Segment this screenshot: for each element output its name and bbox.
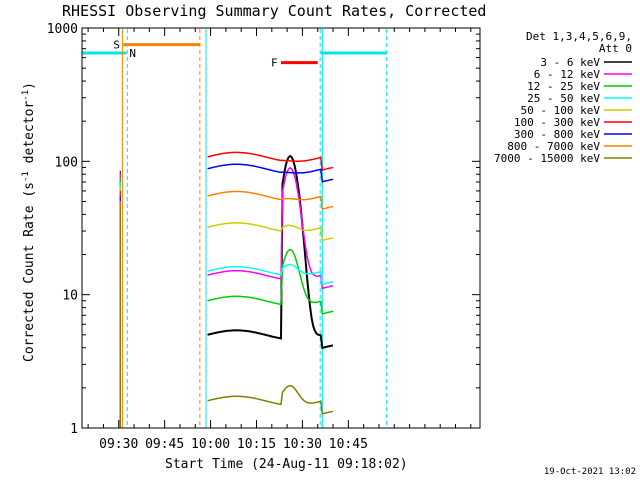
series-line [207,163,334,183]
legend-label: 6 - 12 keV [534,68,601,81]
series-line [207,151,334,171]
y-axis-label-part1: Corrected Count Rate (s [22,182,37,362]
y-axis: 1 10 100 1000 [47,22,480,437]
legend-label: 100 - 300 keV [514,116,600,129]
x-tick-label: 09:45 [145,437,184,452]
y-tick-label: 10 [62,289,78,304]
x-axis: 09:30 09:45 10:00 10:15 10:30 10:45 [87,28,472,452]
coverage-bar-label: S [113,39,120,52]
legend-header-1: Det 1,3,4,5,6,9, [526,30,632,43]
plot-area: NS F [82,29,388,428]
y-axis-label-part3: ) [22,82,37,90]
legend-label: 7000 - 15000 keV [494,152,600,165]
y-axis-label-sup1: -1 [21,171,31,182]
series-line [207,248,334,315]
x-tick-label: 10:00 [191,437,230,452]
legend-header-2: Att 0 [599,42,632,55]
series-line [207,154,334,350]
y-tick-label: 1000 [47,22,78,37]
timestamp: 19-Oct-2021 13:02 [544,467,636,477]
coverage-bar-label: F [271,57,278,70]
x-tick-label: 10:30 [283,437,322,452]
series-line [207,166,334,290]
y-axis-label-sup2: -1 [21,90,31,101]
y-axis-label: Corrected Count Rate (s-1 detector-1) [21,82,37,362]
plot-frame [81,27,481,429]
legend-label: 25 - 50 keV [527,92,600,105]
chart-title: RHESSI Observing Summary Count Rates, Co… [62,2,486,20]
legend-label: 300 - 800 keV [514,128,600,141]
x-axis-label: Start Time (24-Aug-11 09:18:02) [165,457,408,472]
legend-label: 800 - 7000 keV [507,140,600,153]
legend-label: 50 - 100 keV [521,104,601,117]
x-tick-label: 10:15 [237,437,276,452]
x-tick-label: 09:30 [99,437,138,452]
y-tick-label: 1 [70,422,78,437]
x-tick-label: 10:45 [329,437,368,452]
series-line [207,263,334,286]
y-tick-label: 100 [55,155,78,170]
coverage-bar-label-end: N [129,47,136,60]
series-line [207,384,334,415]
series-line [207,222,334,242]
series-line [207,190,334,210]
legend-label: 3 - 6 keV [540,56,600,69]
y-axis-label-part2: detector [22,101,37,172]
legend-label: 12 - 25 keV [527,80,600,93]
